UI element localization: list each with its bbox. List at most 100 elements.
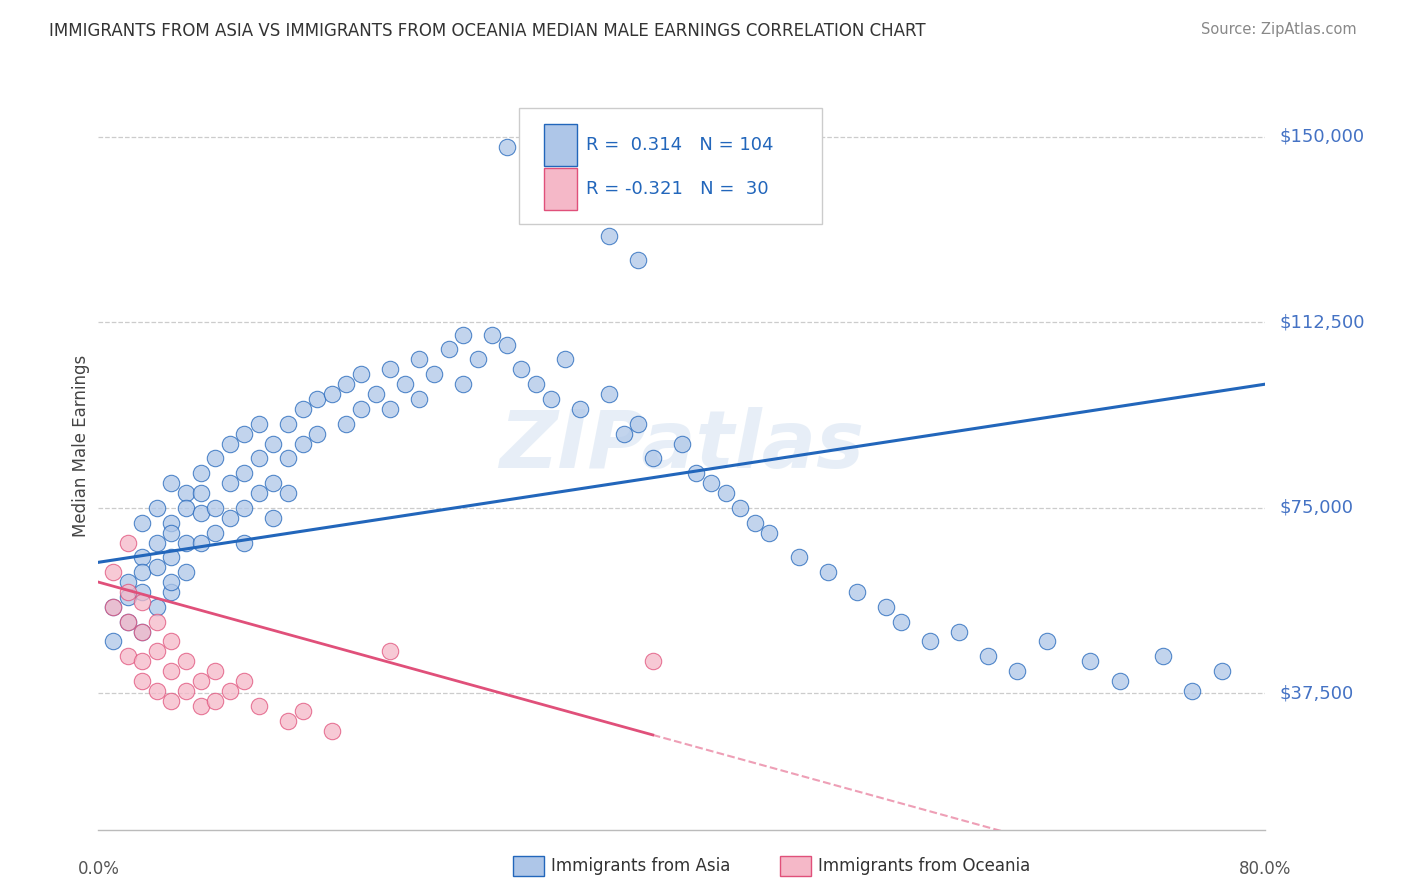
- Point: [1211, 664, 1233, 678]
- Point: [1152, 649, 1174, 664]
- Point: [671, 436, 693, 450]
- Y-axis label: Median Male Earnings: Median Male Earnings: [72, 355, 90, 537]
- Point: [174, 500, 197, 515]
- Point: [190, 486, 212, 500]
- Point: [160, 575, 183, 590]
- Point: [190, 535, 212, 549]
- Text: 80.0%: 80.0%: [1239, 860, 1292, 878]
- Text: ZIPatlas: ZIPatlas: [499, 407, 865, 485]
- Point: [146, 615, 169, 629]
- Point: [554, 352, 576, 367]
- Text: $75,000: $75,000: [1279, 499, 1354, 516]
- Point: [627, 417, 650, 431]
- Point: [700, 476, 723, 491]
- Text: Source: ZipAtlas.com: Source: ZipAtlas.com: [1201, 22, 1357, 37]
- Point: [190, 698, 212, 713]
- Point: [247, 486, 270, 500]
- Point: [233, 535, 256, 549]
- Point: [117, 585, 139, 599]
- Point: [451, 327, 474, 342]
- Point: [307, 426, 329, 441]
- Point: [291, 401, 314, 416]
- Point: [350, 368, 373, 382]
- Point: [1007, 664, 1029, 678]
- Point: [262, 476, 284, 491]
- Point: [131, 550, 153, 565]
- Point: [846, 585, 869, 599]
- Point: [218, 476, 240, 491]
- Point: [146, 535, 169, 549]
- Point: [598, 228, 620, 243]
- Point: [262, 510, 284, 524]
- Point: [291, 436, 314, 450]
- Point: [977, 649, 1000, 664]
- Point: [204, 525, 226, 540]
- Point: [131, 565, 153, 579]
- Point: [117, 535, 139, 549]
- Point: [190, 467, 212, 481]
- Point: [321, 723, 343, 738]
- Point: [1035, 634, 1057, 648]
- Point: [131, 516, 153, 530]
- Point: [408, 352, 430, 367]
- Point: [190, 506, 212, 520]
- Point: [174, 654, 197, 668]
- Point: [321, 387, 343, 401]
- Point: [918, 634, 941, 648]
- Point: [1181, 684, 1204, 698]
- Point: [131, 585, 153, 599]
- Point: [394, 377, 416, 392]
- Point: [641, 654, 664, 668]
- Point: [423, 368, 446, 382]
- Point: [117, 590, 139, 604]
- Point: [524, 377, 547, 392]
- Point: [307, 392, 329, 406]
- Point: [380, 644, 402, 658]
- Point: [247, 698, 270, 713]
- Point: [496, 139, 519, 153]
- Point: [146, 684, 169, 698]
- Point: [131, 654, 153, 668]
- Point: [233, 467, 256, 481]
- Point: [117, 615, 139, 629]
- Point: [481, 327, 503, 342]
- Point: [262, 436, 284, 450]
- Point: [160, 585, 183, 599]
- Point: [160, 525, 183, 540]
- Point: [131, 624, 153, 639]
- FancyBboxPatch shape: [544, 124, 576, 167]
- Point: [408, 392, 430, 406]
- Point: [204, 451, 226, 466]
- Point: [467, 352, 489, 367]
- Point: [160, 664, 183, 678]
- Point: [787, 550, 810, 565]
- Point: [146, 560, 169, 574]
- Point: [204, 500, 226, 515]
- Point: [218, 510, 240, 524]
- Point: [335, 377, 357, 392]
- Point: [160, 476, 183, 491]
- Point: [510, 362, 533, 376]
- Point: [948, 624, 970, 639]
- Point: [233, 500, 256, 515]
- Point: [641, 451, 664, 466]
- Point: [146, 500, 169, 515]
- Point: [1108, 674, 1130, 689]
- Point: [350, 401, 373, 416]
- Point: [627, 253, 650, 268]
- Point: [277, 451, 299, 466]
- Point: [131, 624, 153, 639]
- Point: [568, 401, 591, 416]
- Text: 0.0%: 0.0%: [77, 860, 120, 878]
- Point: [612, 426, 634, 441]
- Point: [101, 565, 124, 579]
- Point: [160, 550, 183, 565]
- Point: [540, 392, 562, 406]
- Point: [160, 694, 183, 708]
- Point: [451, 377, 474, 392]
- Point: [817, 565, 839, 579]
- Point: [174, 535, 197, 549]
- FancyBboxPatch shape: [544, 168, 576, 211]
- Point: [291, 704, 314, 718]
- Point: [233, 674, 256, 689]
